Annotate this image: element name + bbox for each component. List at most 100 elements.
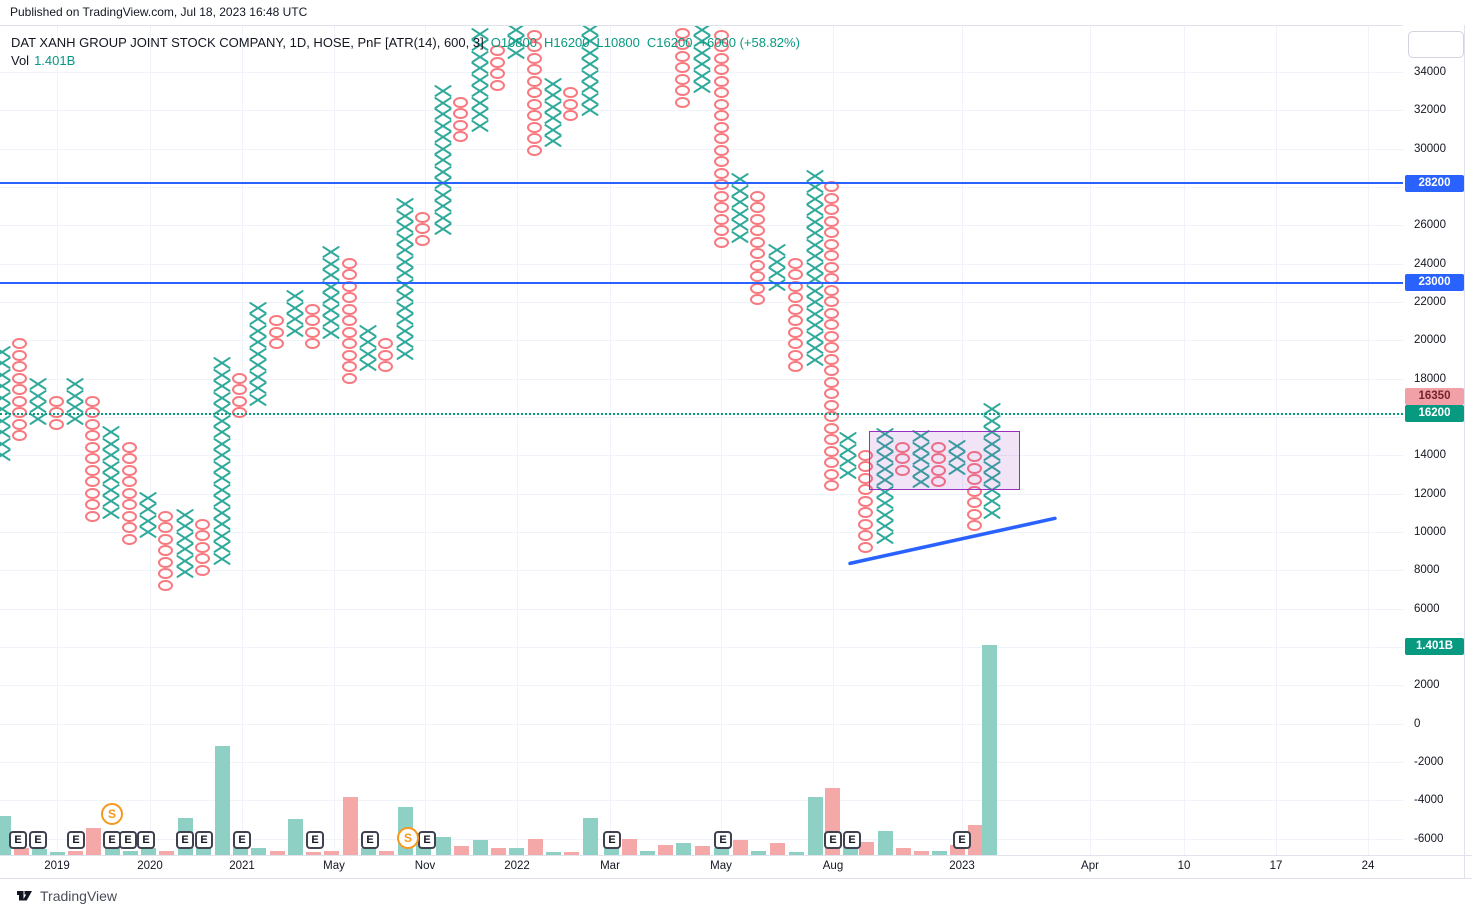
pnf-x-mark [807,285,823,297]
pnf-x-mark [30,402,46,414]
pnf-x-mark [287,313,303,325]
pnf-x-mark [214,392,230,404]
pnf-x-mark [67,390,83,402]
volume-bar [932,850,947,855]
h-gridline [0,531,1403,533]
earnings-marker[interactable]: E [103,831,121,849]
pnf-o-mark [824,365,839,377]
pnf-o-mark [895,464,910,476]
volume-bar [622,838,637,855]
pnf-x-mark [140,492,156,504]
volume-value: 1.401B [34,53,76,68]
horizontal-price-line[interactable] [0,182,1403,185]
earnings-marker[interactable]: E [306,831,324,849]
pnf-o-mark [342,315,357,327]
time-axis-label: May [323,860,345,872]
pnf-o-mark [824,296,839,308]
volume-legend[interactable]: Vol 1.401B [11,53,75,68]
pnf-o-mark [85,453,100,465]
pnf-o-mark [824,457,839,469]
horizontal-price-line[interactable] [0,281,1403,284]
v-gridline [57,25,58,855]
earnings-marker[interactable]: E [176,831,194,849]
earnings-marker[interactable]: E [418,831,436,849]
earnings-marker[interactable]: E [67,831,85,849]
pnf-o-mark [415,223,430,235]
pnf-o-mark [824,307,839,319]
pnf-x-mark [807,239,823,251]
dotted-close-line [0,413,1403,416]
pnf-o-mark [714,110,729,122]
earnings-marker[interactable]: E [29,831,47,849]
h-gridline [0,493,1403,495]
split-marker[interactable]: S [397,827,419,849]
earnings-marker[interactable]: E [233,831,251,849]
pnf-o-mark [527,75,542,87]
pnf-o-mark [824,411,839,423]
pnf-x-mark [435,97,451,109]
pnf-o-mark [195,518,210,530]
pnf-x-mark [177,555,193,567]
volume-bar [454,846,469,855]
pnf-o-mark [453,119,468,131]
ohlc-high: H16200 [543,35,590,50]
price-axis-label: 6000 [1414,602,1440,615]
pnf-x-mark [769,256,785,268]
price-axis[interactable]: 34000 32000 30000 26000 24000 22000 20000 18000… [1403,25,1472,878]
snapshot-logo-button[interactable] [1408,31,1464,58]
pnf-x-mark [0,427,10,439]
v-gridline [334,25,335,855]
pnf-o-mark [967,497,982,509]
pnf-o-mark [12,430,27,442]
pnf-o-mark [527,133,542,145]
earnings-marker[interactable]: E [953,831,971,849]
footer-brand[interactable]: TradingView [16,887,117,904]
price-axis-label: 2000 [1414,679,1440,692]
pnf-x-mark [214,542,230,554]
volume-bar [564,852,579,855]
volume-bar [379,850,394,855]
price-axis-label: -4000 [1414,794,1444,807]
pnf-o-mark [750,248,765,260]
pnf-x-mark [177,509,193,521]
time-axis[interactable]: 2019 2020 2021 May Nov 2022 Mar May Aug 2023 Apr 10… [0,855,1403,878]
earnings-marker[interactable]: E [9,831,27,849]
pnf-x-mark [397,221,413,233]
earnings-marker[interactable]: E [843,831,861,849]
h-gridline [0,800,1403,802]
earnings-marker[interactable]: E [603,831,621,849]
pnf-o-mark [232,395,247,407]
earnings-marker[interactable]: E [137,831,155,849]
earnings-marker[interactable]: E [714,831,732,849]
time-axis-label: May [710,860,732,872]
pnf-o-mark [158,533,173,545]
pnf-o-mark [750,259,765,271]
price-axis-label: 20000 [1414,334,1446,347]
earnings-marker[interactable]: E [119,831,137,849]
split-marker[interactable]: S [101,803,123,825]
highlight-box[interactable] [869,431,1020,491]
earnings-marker[interactable]: E [361,831,379,849]
pnf-x-mark [435,200,451,212]
pnf-x-mark [0,415,10,427]
pnf-o-mark [85,441,100,453]
pnf-o-mark [269,326,284,338]
pnf-o-mark [714,64,729,76]
pnf-x-mark [769,244,785,256]
pnf-o-mark [232,407,247,419]
pnf-x-mark [177,532,193,544]
pnf-x-mark [732,231,748,243]
pnf-o-mark [788,361,803,373]
pnf-o-mark [750,236,765,248]
pnf-x-mark [360,359,376,371]
pnf-o-mark [527,121,542,133]
pnf-o-mark [824,319,839,331]
pnf-x-mark [732,185,748,197]
pnf-x-mark [435,166,451,178]
price-axis-label: 14000 [1414,449,1446,462]
chart-legend[interactable]: DAT XANH GROUP JOINT STOCK COMPANY, 1D, … [11,35,800,50]
pnf-x-mark [472,62,488,74]
earnings-marker[interactable]: E [824,831,842,849]
earnings-marker[interactable]: E [195,831,213,849]
